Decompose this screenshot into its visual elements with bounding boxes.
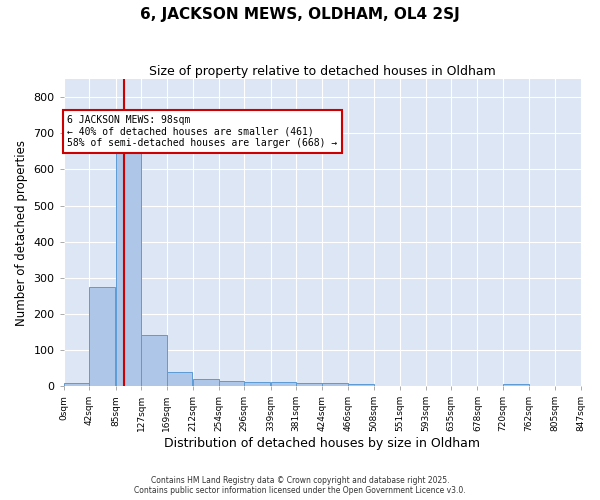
Bar (218, 382, 244, 386)
X-axis label: Distribution of detached houses by size in Oldham: Distribution of detached houses by size … (164, 437, 480, 450)
Bar (296, 383, 322, 386)
Bar (503, 384, 529, 386)
Y-axis label: Number of detached properties: Number of detached properties (15, 140, 28, 326)
Bar (244, 382, 270, 386)
Text: Contains HM Land Registry data © Crown copyright and database right 2025.
Contai: Contains HM Land Registry data © Crown c… (134, 476, 466, 495)
Text: 6 JACKSON MEWS: 98sqm
← 40% of detached houses are smaller (461)
58% of semi-det: 6 JACKSON MEWS: 98sqm ← 40% of detached … (67, 116, 338, 148)
Bar (271, 382, 296, 386)
Text: 6, JACKSON MEWS, OLDHAM, OL4 2SJ: 6, JACKSON MEWS, OLDHAM, OL4 2SJ (140, 8, 460, 22)
Bar (167, 372, 193, 386)
Bar (141, 336, 167, 386)
Title: Size of property relative to detached houses in Oldham: Size of property relative to detached ho… (149, 65, 496, 78)
Bar (193, 379, 218, 386)
Bar (89, 287, 115, 386)
Bar (322, 383, 348, 386)
Bar (348, 384, 374, 386)
Bar (116, 152, 141, 386)
Bar (64, 383, 89, 386)
